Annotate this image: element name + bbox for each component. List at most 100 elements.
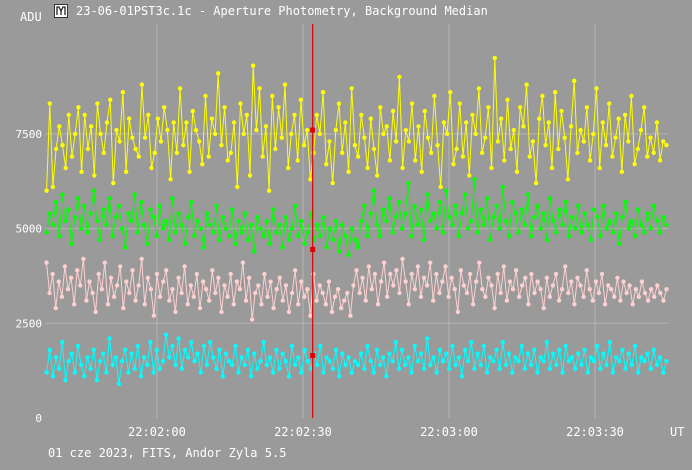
x-tick-label: 22:02:00 xyxy=(128,425,186,439)
data-point xyxy=(390,359,395,364)
data-point xyxy=(394,268,399,273)
data-point xyxy=(532,347,537,352)
data-point xyxy=(104,370,109,375)
data-point xyxy=(537,116,542,121)
data-point xyxy=(60,143,65,148)
data-point xyxy=(544,340,550,345)
data-point xyxy=(333,347,339,352)
data-point xyxy=(142,135,148,140)
data-point xyxy=(69,351,74,356)
data-point xyxy=(139,82,145,87)
data-point xyxy=(620,215,625,220)
data-point xyxy=(50,271,55,277)
data-point xyxy=(627,283,632,288)
data-point xyxy=(387,196,392,201)
data-point xyxy=(624,290,629,296)
data-point xyxy=(160,359,166,364)
data-point xyxy=(532,215,537,220)
data-point xyxy=(157,366,162,371)
data-point xyxy=(136,154,141,159)
data-point xyxy=(186,355,191,360)
data-point xyxy=(197,139,202,144)
data-point xyxy=(173,230,178,235)
data-point xyxy=(489,283,494,288)
data-point xyxy=(475,230,480,235)
data-point xyxy=(519,343,524,349)
data-point xyxy=(474,279,479,284)
data-point xyxy=(302,347,307,352)
data-point xyxy=(277,275,282,280)
data-point xyxy=(654,120,660,125)
data-point xyxy=(648,135,653,140)
data-point xyxy=(270,207,276,212)
data-point xyxy=(292,268,298,273)
data-point xyxy=(547,196,553,201)
data-point xyxy=(168,177,173,182)
data-point xyxy=(351,283,356,288)
data-point xyxy=(217,237,222,243)
data-point xyxy=(504,298,510,303)
data-point xyxy=(556,298,562,303)
data-point xyxy=(113,215,119,220)
data-point xyxy=(231,302,236,307)
data-point xyxy=(578,127,583,133)
data-point xyxy=(138,374,144,379)
data-point xyxy=(425,336,430,341)
data-point xyxy=(557,347,562,352)
data-point xyxy=(355,245,361,250)
data-point xyxy=(239,355,244,360)
data-point xyxy=(648,366,653,371)
data-point xyxy=(585,222,590,227)
data-point xyxy=(286,374,292,379)
data-point xyxy=(406,355,411,360)
data-point xyxy=(602,302,608,307)
data-point xyxy=(572,78,577,84)
data-point xyxy=(563,264,568,269)
data-point xyxy=(511,127,516,133)
data-point xyxy=(88,211,93,216)
data-point xyxy=(57,234,62,239)
data-point xyxy=(535,279,540,284)
time-cursor[interactable] xyxy=(310,24,316,418)
data-point xyxy=(638,127,644,133)
data-point xyxy=(69,154,75,159)
data-point xyxy=(458,268,463,273)
data-point xyxy=(421,275,427,280)
data-point xyxy=(399,226,405,231)
data-point xyxy=(190,108,195,114)
data-point xyxy=(292,362,298,368)
data-point xyxy=(543,143,548,148)
data-point xyxy=(170,287,175,292)
data-point xyxy=(259,302,264,307)
data-point xyxy=(623,366,628,371)
data-point xyxy=(214,366,219,371)
data-point xyxy=(432,93,437,99)
data-point xyxy=(44,260,49,265)
data-point xyxy=(114,127,119,133)
data-point xyxy=(397,74,402,80)
data-point xyxy=(101,351,106,356)
data-point xyxy=(282,82,288,87)
data-point xyxy=(302,294,307,299)
data-point xyxy=(406,180,411,186)
data-point xyxy=(283,359,288,364)
data-point xyxy=(532,290,537,296)
data-point xyxy=(645,351,650,356)
data-point xyxy=(340,222,345,227)
data-point xyxy=(111,294,117,299)
data-point xyxy=(568,124,574,129)
data-point xyxy=(47,347,52,352)
data-point xyxy=(264,362,269,368)
data-point xyxy=(223,351,229,356)
data-point xyxy=(203,287,209,292)
data-point xyxy=(329,309,335,315)
data-point xyxy=(274,230,279,235)
data-point xyxy=(88,124,94,129)
data-point xyxy=(381,260,387,265)
data-point xyxy=(299,218,304,224)
data-point xyxy=(237,287,243,292)
data-point xyxy=(84,298,89,303)
data-point xyxy=(529,271,534,277)
data-point xyxy=(92,173,97,178)
